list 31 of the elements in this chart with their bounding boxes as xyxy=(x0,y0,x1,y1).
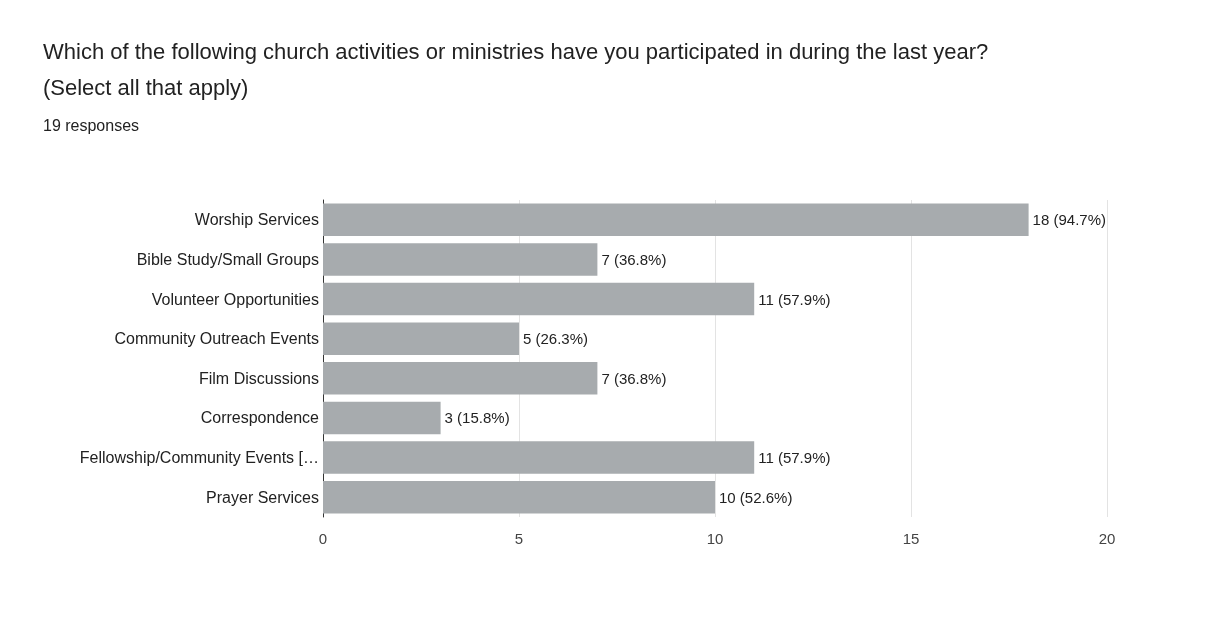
data-label: 7 (36.8%) xyxy=(601,250,667,268)
bar xyxy=(323,401,441,435)
data-label: 3 (15.8%) xyxy=(444,409,510,427)
data-label: 10 (52.6%) xyxy=(719,488,793,506)
bar xyxy=(323,480,715,514)
y-tick-label: Correspondence xyxy=(200,409,320,427)
y-tick-label: Fellowship/Community Events [… xyxy=(79,449,319,467)
bar xyxy=(323,441,755,474)
data-label: 11 (57.9%) xyxy=(758,449,831,467)
y-tick-label: Bible Study/Small Groups xyxy=(136,250,319,268)
data-label: 5 (26.3%) xyxy=(523,330,589,348)
bar xyxy=(323,282,755,316)
bar xyxy=(323,243,598,276)
data-label: 18 (94.7%) xyxy=(1032,211,1106,229)
data-label: 11 (57.9%) xyxy=(758,290,831,308)
bar xyxy=(323,322,519,355)
x-tick-label: 0 xyxy=(318,530,328,547)
chart-title: Which of the following church activities or ministries have you participated in during the last year? (Select all that apply) xyxy=(43,38,989,100)
x-tick-label: 10 xyxy=(706,530,724,547)
text: 19 responses xyxy=(43,116,140,134)
y-tick-label: Worship Services xyxy=(194,211,319,229)
y-tick-label: Prayer Services xyxy=(206,488,319,506)
y-tick-label: Volunteer Opportunities xyxy=(151,290,319,308)
bar xyxy=(323,203,1029,237)
data-label: 7 (36.8%) xyxy=(601,369,667,387)
x-tick-label: 5 xyxy=(514,530,524,547)
x-tick-label: 20 xyxy=(1098,530,1116,547)
y-tick-label: Film Discussions xyxy=(198,369,319,387)
bar xyxy=(323,362,598,395)
x-tick-label: 15 xyxy=(902,530,920,547)
y-tick-label: Community Outreach Events xyxy=(114,330,319,348)
